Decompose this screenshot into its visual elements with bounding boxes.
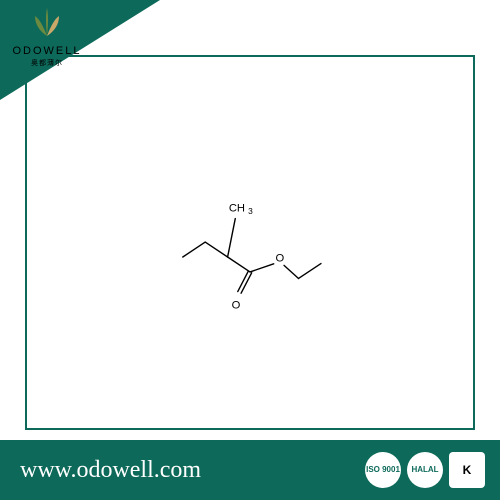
svg-text:3: 3 <box>248 206 253 216</box>
footer-banner: www.odowell.com ISO 9001 HALAL K <box>0 440 500 500</box>
certification-badges: ISO 9001 HALAL K <box>365 452 485 488</box>
website-url: www.odowell.com <box>20 457 201 484</box>
iso-badge: ISO 9001 <box>365 452 401 488</box>
content-frame: CH3 O O <box>25 55 475 430</box>
kosher-badge: K <box>449 452 485 488</box>
svg-text:CH: CH <box>229 202 245 214</box>
molecule-diagram: CH3 O O <box>165 173 335 313</box>
brand-name: ODOWELL <box>6 45 88 57</box>
brand-subtitle: 奥都薄尔 <box>6 58 88 68</box>
brand-logo: ODOWELL 奥都薄尔 <box>6 6 88 68</box>
logo-leaf-icon <box>27 6 67 38</box>
halal-badge: HALAL <box>407 452 443 488</box>
svg-text:O: O <box>276 252 285 264</box>
svg-text:O: O <box>232 299 241 311</box>
